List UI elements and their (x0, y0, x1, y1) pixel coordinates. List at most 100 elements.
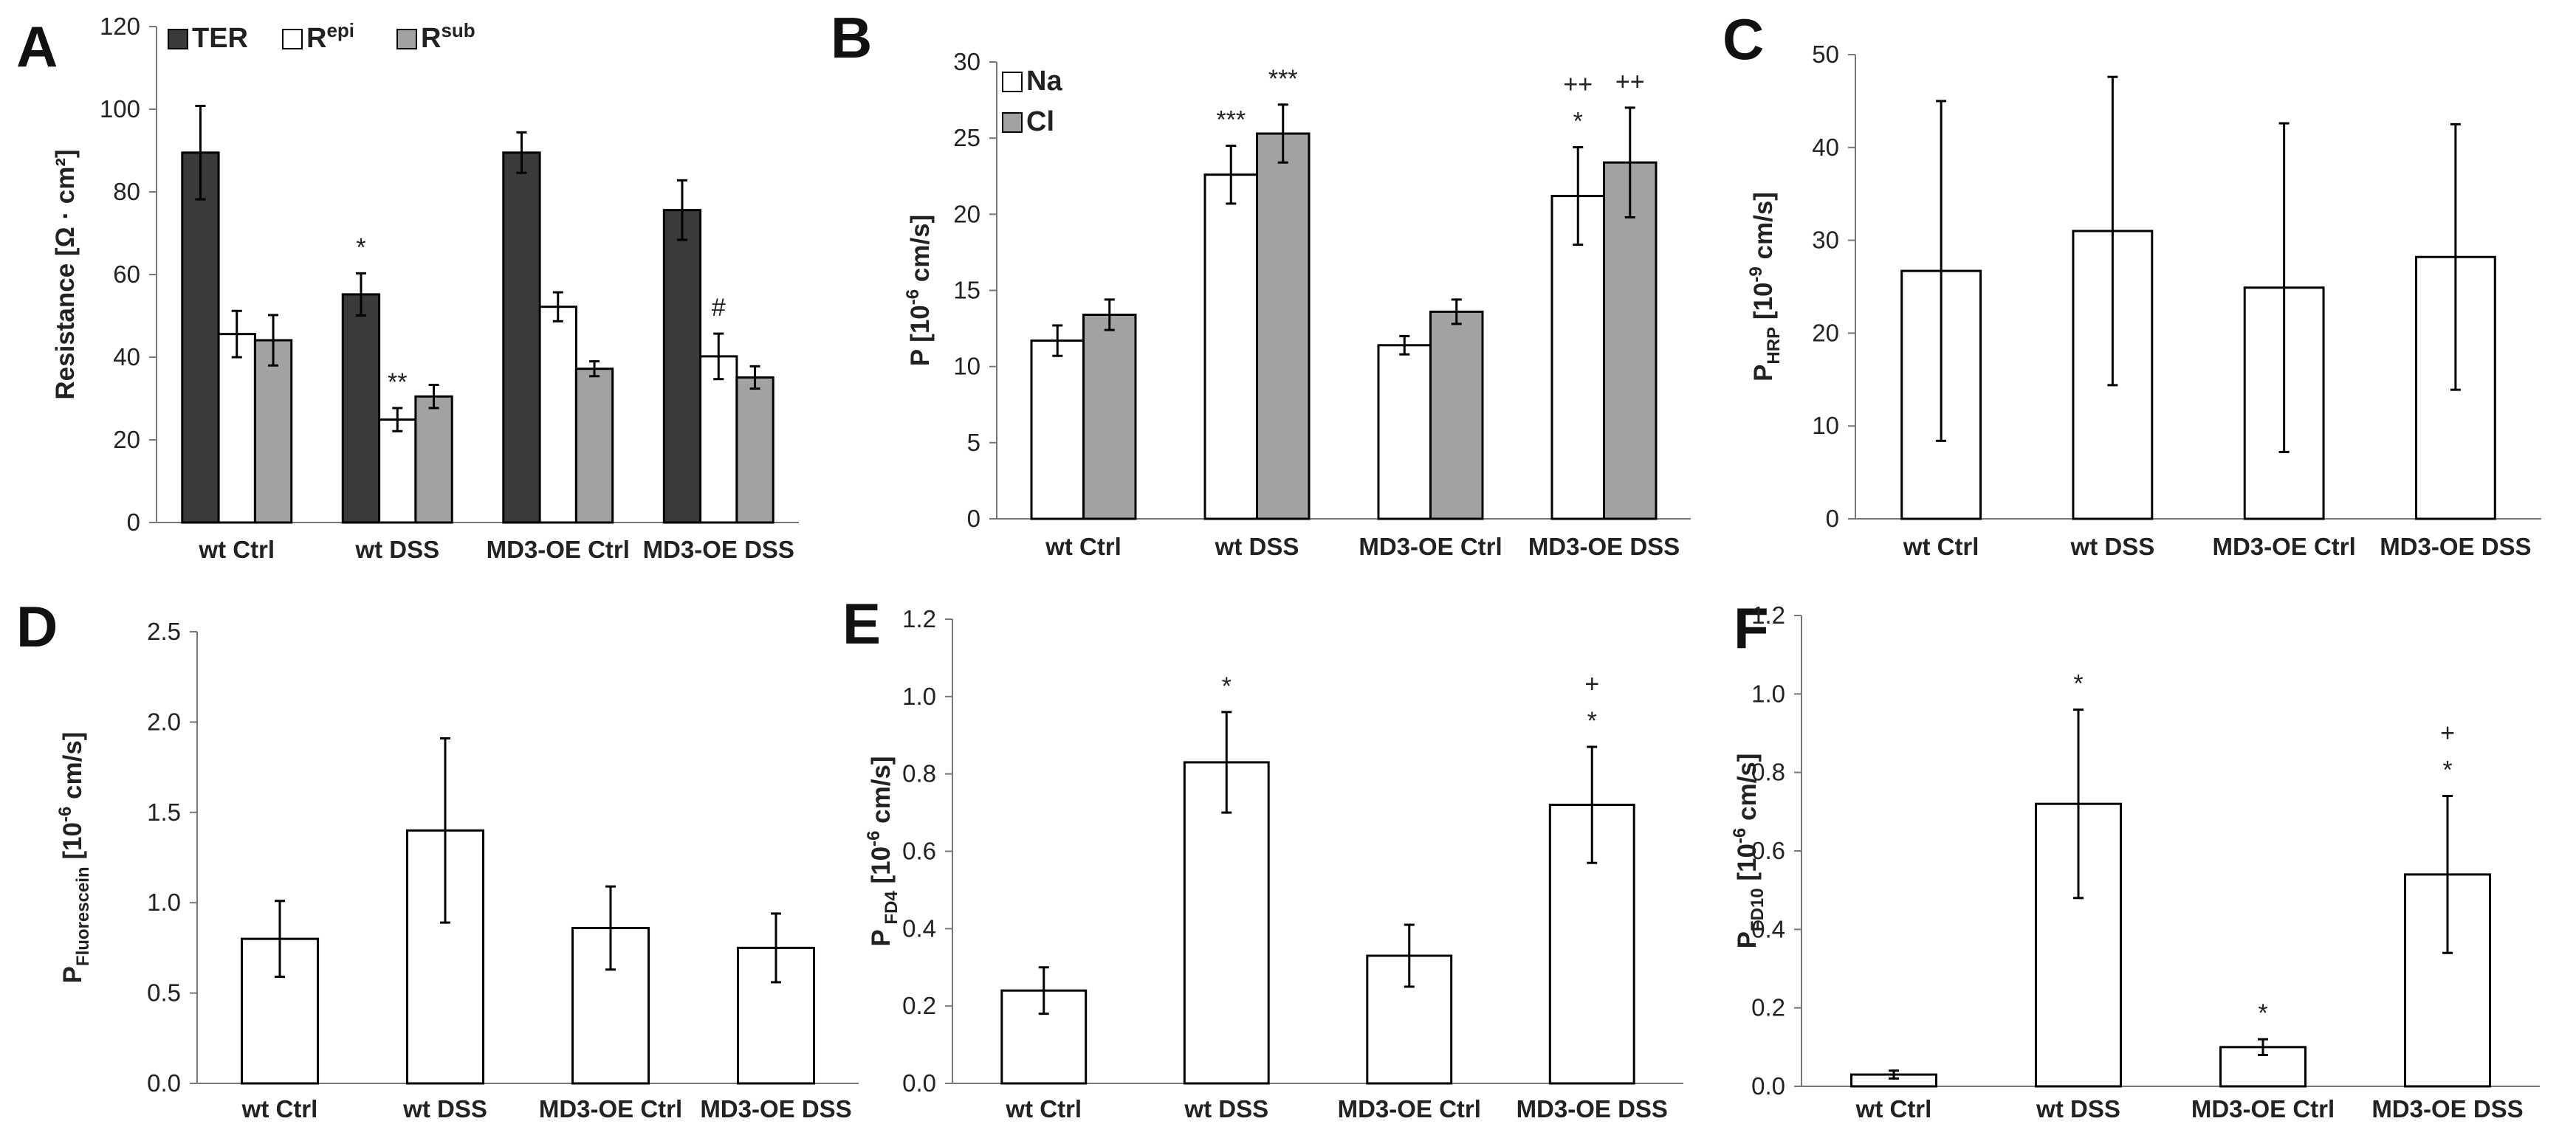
panel-f-significance-mark: + (2440, 720, 2455, 748)
panel-a-category-label: wt DSS (354, 536, 439, 563)
panel-c-chart: C 0 10 20 30 40 50 PHRP [10-9 cm/s] wt Ctrl wt DS… (1723, 7, 2541, 560)
panel-a-legend-name: R (306, 23, 326, 54)
panel-b-bar (1377, 344, 1432, 520)
panel-c-y-label-end: cm/s] (1749, 192, 1778, 266)
panel-e-category-label: MD3-OE DSS (1517, 1095, 1668, 1123)
panel-a-bar (735, 376, 774, 524)
panel-b-significance-mark: * (1573, 108, 1583, 136)
panel-e-y-label-part: [10 (867, 846, 896, 891)
panel-b-legend-swatch (1002, 72, 1023, 92)
panel-f-y-tick-label: 0.2 (1751, 994, 1785, 1021)
panel-b-category-label: MD3-OE Ctrl (1359, 533, 1502, 560)
panel-a-category-label: wt Ctrl (198, 536, 275, 563)
panel-a-bar (414, 395, 453, 524)
panel-d-y-tick-label: 2.5 (147, 618, 181, 645)
panel-a-y-tick-label: 120 (100, 13, 140, 40)
panel-f-y-tick-label: 0.8 (1751, 759, 1785, 786)
panel-c-category-label: MD3-OE Ctrl (2212, 533, 2355, 560)
panel-e-significance-mark: * (1222, 672, 1232, 700)
panel-e-letter: E (842, 591, 881, 656)
panel-b-legend-label: Cl (1026, 106, 1054, 137)
panel-a-y-tick-label: 100 (100, 95, 140, 123)
panel-f-chart: F 0.0 0.2 0.4 0.6 0.8 1.0 1.2 PFD10 [10-6 cm/s] w… (1730, 596, 2540, 1123)
panel-b-significance-mark: ++ (1615, 68, 1645, 96)
panel-b-significance-mark: *** (1216, 106, 1246, 134)
panel-e-y-tick-label: 0.2 (902, 992, 936, 1019)
panel-f-y-tick-label: 0.0 (1751, 1072, 1785, 1100)
panel-d-y-label-part: [10 (58, 822, 87, 866)
panel-d-y-label-end: cm/s] (58, 732, 87, 807)
panel-c-y-tick-label: 10 (1812, 412, 1839, 439)
panel-b-legend-swatch (1002, 112, 1023, 133)
panel-a-bar (217, 333, 256, 524)
panel-a-category-label: MD3-OE Ctrl (487, 536, 630, 563)
panel-f-y-label-part: [10 (1733, 844, 1762, 888)
panel-a-bar (662, 209, 702, 524)
panel-a-bar (699, 355, 738, 524)
panel-d-category-label: MD3-OE Ctrl (539, 1095, 682, 1123)
panel-b-y-tick-label: 0 (967, 505, 980, 532)
panel-d-y-axis-label: PFluorescein [10-6 cm/s] (55, 732, 93, 984)
panel-e-y-label-sup: -6 (864, 831, 884, 846)
panel-b-legend-name: Cl (1026, 106, 1054, 137)
panel-a-bar (574, 368, 614, 524)
panel-c-y-label-sub: HRP (1764, 327, 1784, 365)
panel-a-bar (253, 339, 293, 524)
panel-f-y-label-main: P (1733, 931, 1762, 948)
panel-d-y-label-sup: -6 (55, 807, 75, 822)
panel-b-legend: Na Cl (1002, 66, 1062, 137)
panel-a-legend-label: TER (192, 23, 248, 54)
panel-b-chart: B 0 5 10 15 20 25 30 P [10-6 cm/s] wt Ctrl wt DSS M… (831, 5, 1691, 560)
panel-b-category-label: MD3-OE DSS (1528, 533, 1680, 560)
panel-c-category-label: MD3-OE DSS (2380, 533, 2531, 560)
panel-e-y-label-end: cm/s] (867, 756, 896, 830)
panel-c-y-tick-label: 20 (1812, 319, 1839, 346)
panel-f-category-label: wt DSS (2036, 1095, 2120, 1123)
panel-a-legend-swatch (168, 29, 188, 49)
panel-c-category-label: wt DSS (2070, 533, 2155, 560)
panel-e-y-tick-label: 0.6 (902, 838, 936, 865)
panel-b-y-label-end: cm/s] (906, 215, 935, 289)
panel-e-y-tick-label: 1.2 (902, 605, 936, 632)
panel-b-significance-mark: *** (1268, 65, 1298, 93)
panel-b-y-tick-label: 15 (953, 277, 980, 304)
panel-a-significance-mark: * (356, 233, 365, 261)
panel-c-letter: C (1723, 7, 1764, 72)
panel-a-legend-label: Rsub (421, 19, 475, 54)
panel-d-category-label: MD3-OE DSS (700, 1095, 851, 1123)
panel-f-y-label-sup: -6 (1730, 828, 1750, 844)
panel-b-y-tick-label: 10 (953, 353, 980, 380)
panel-f-significance-mark: * (2442, 756, 2452, 784)
panel-b-category-label: wt Ctrl (1045, 533, 1122, 560)
panel-e-y-tick-label: 0.4 (902, 914, 936, 942)
panel-a-legend-swatch (282, 29, 303, 49)
panel-f-y-tick-label: 1.2 (1751, 601, 1785, 629)
panel-a-letter: A (16, 14, 58, 79)
panel-b-significance-mark: ++ (1563, 71, 1593, 99)
panel-a-y-tick-label: 80 (113, 178, 140, 205)
panel-c-y-tick-label: 50 (1812, 41, 1839, 68)
panel-e-y-tick-label: 0.8 (902, 760, 936, 787)
panel-a-bar (378, 418, 417, 524)
panel-b-bar (1082, 314, 1137, 520)
panel-f-y-label-sub: FD10 (1748, 888, 1768, 931)
panel-a-y-tick-label: 60 (113, 261, 140, 288)
panel-d-y-tick-label: 1.0 (147, 889, 181, 916)
panel-b-y-label-sup: -6 (903, 289, 923, 305)
panel-a-y-axis-label: Resistance [Ω · cm²] (51, 149, 80, 399)
panel-b-bar (1429, 310, 1484, 520)
panel-d-category-label: wt DSS (402, 1095, 487, 1123)
panel-a-chart: A 0 20 40 60 80 100 120 Resistance [Ω · cm²] wt C… (16, 13, 799, 563)
panel-a-bar (341, 293, 381, 524)
panel-f-significance-mark: * (2073, 670, 2083, 698)
panel-a-legend-sup: epi (326, 19, 354, 41)
panel-f-y-tick-label: 0.6 (1751, 837, 1785, 864)
panel-e-category-label: wt Ctrl (1005, 1095, 1082, 1123)
panel-e-bar (1183, 761, 1270, 1085)
panel-e-category-label: MD3-OE Ctrl (1338, 1095, 1481, 1123)
panel-d-y-tick-label: 0.0 (147, 1069, 181, 1097)
panel-c-y-label-main: P (1749, 365, 1778, 382)
panel-b-y-tick-label: 20 (953, 200, 980, 227)
panel-e-y-tick-label: 1.0 (902, 683, 936, 710)
panel-e-significance-mark: + (1584, 670, 1599, 698)
